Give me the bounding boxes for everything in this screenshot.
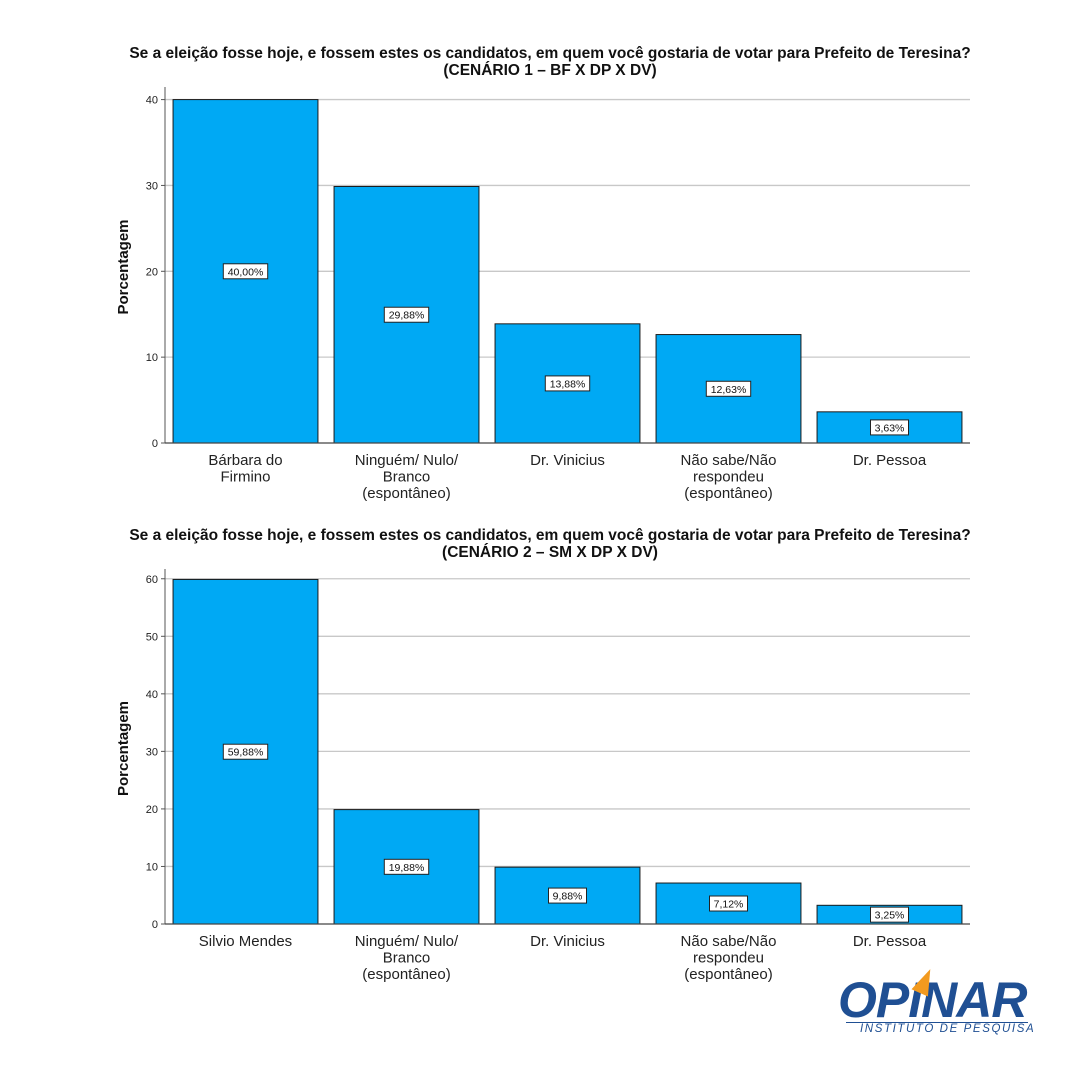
chart-1-data-label-box-1 (383, 306, 430, 323)
chart-2-data-label-3: 7,12% (714, 899, 744, 911)
chart-1-category-label-4: Dr. Pessoa (853, 452, 927, 469)
chart-1-data-label-2: 13,88% (550, 378, 586, 390)
chart-2-category-label-3-line-2: (espontâneo) (684, 966, 772, 983)
chart-2-y-tick-label-2: 20 (146, 804, 158, 816)
chart-1-data-label-box-0 (222, 263, 269, 280)
chart-2-y-tick-label-5: 50 (146, 631, 158, 643)
chart-2: 0 10 20 30 40 50 60 Porcentagem 59,88% Silvio Men… (115, 569, 970, 983)
chart-1-category-label-3-line-1: respondeu (693, 469, 764, 486)
chart-1-data-label-box-2 (544, 375, 591, 392)
opinar-logo: OPINAR INSTITUTO DE PESQUISA (838, 965, 1038, 1042)
chart-1: 0 10 20 30 40 Porcentagem 40,00% Bárbara do Firm… (115, 87, 970, 502)
chart-2-data-label-0: 59,88% (228, 747, 264, 759)
chart-1-category-label-1-line-1: Branco (383, 469, 431, 486)
chart-2-category-label-0-line-0: Silvio Mendes (199, 933, 292, 950)
chart-2-category-label-1-line-1: Branco (383, 950, 431, 967)
chart-1-category-label-0: Bárbara do Firmino (208, 452, 282, 486)
chart-1-y-tick-label-1: 10 (146, 352, 158, 364)
chart-1-category-label-2-line-0: Dr. Vinicius (530, 452, 605, 469)
chart-2-y-axis-label: Porcentagem (115, 701, 132, 796)
chart-2-title: Se a eleição fosse hoje, e fossem estes … (129, 527, 971, 561)
chart-1-category-label-0-line-0: Bárbara do (208, 452, 282, 469)
chart-1-category-label-3: Não sabe/Não respondeu (espontâneo) (681, 452, 777, 502)
chart-1-category-label-1-line-0: Ninguém/ Nulo/ (355, 452, 459, 469)
chart-2-data-label-box-1 (383, 858, 430, 875)
chart-1-y-tick-label-4: 40 (146, 95, 158, 107)
chart-2-y-tick-label-3: 30 (146, 746, 158, 758)
chart-2-data-label-box-3 (709, 895, 748, 912)
chart-2-y-tick-label-1: 10 (146, 861, 158, 873)
chart-1-data-label-box-4 (870, 419, 909, 436)
chart-2-category-label-4: Dr. Pessoa (853, 933, 927, 950)
chart-2-data-label-box-0 (222, 743, 269, 760)
chart-1-title: Se a eleição fosse hoje, e fossem estes … (129, 45, 971, 79)
chart-1-category-label-3-line-2: (espontâneo) (684, 485, 772, 502)
logo-wordmark: OPINAR (838, 972, 1027, 1028)
chart-2-data-label-box-4 (870, 906, 909, 923)
chart-1-category-label-1-line-2: (espontâneo) (362, 485, 450, 502)
chart-1-y-tick-label-3: 30 (146, 180, 158, 192)
chart-1-data-label-1: 29,88% (389, 310, 425, 322)
chart-1-y-tick-label-0: 0 (152, 438, 158, 450)
chart-1-category-label-0-line-1: Firmino (220, 469, 270, 486)
logo-subtitle: INSTITUTO DE PESQUISA (860, 1023, 1036, 1035)
chart-2-data-label-1: 19,88% (389, 862, 425, 874)
chart-1-y-axis-label: Porcentagem (115, 219, 132, 314)
chart-2-category-label-3-line-1: respondeu (693, 950, 764, 967)
chart-2-category-label-4-line-0: Dr. Pessoa (853, 933, 927, 950)
chart-2-data-label-box-2 (548, 887, 587, 904)
logo-divider (846, 1022, 1028, 1023)
chart-1-category-label-3-line-0: Não sabe/Não (681, 452, 777, 469)
chart-2-category-label-0: Silvio Mendes (199, 933, 292, 950)
chart-1-y-tick-label-2: 20 (146, 266, 158, 278)
chart-2-category-label-3: Não sabe/Não respondeu (espontâneo) (681, 933, 777, 983)
chart-1-category-label-4-line-0: Dr. Pessoa (853, 452, 927, 469)
chart-1-category-label-1: Ninguém/ Nulo/Branco (espontâneo) (355, 452, 459, 502)
chart-2-category-label-1-line-2: (espontâneo) (362, 966, 450, 983)
chart-2-category-label-1: Ninguém/ Nulo/Branco (espontâneo) (355, 933, 459, 983)
chart-2-data-label-4: 3,25% (875, 910, 905, 922)
chart-2-category-label-2-line-0: Dr. Vinicius (530, 933, 605, 950)
chart-2-data-label-2: 9,88% (553, 891, 583, 903)
chart-2-category-label-1-line-0: Ninguém/ Nulo/ (355, 933, 459, 950)
chart-1-data-label-box-3 (705, 380, 752, 397)
chart-2-category-label-3-line-0: Não sabe/Não (681, 933, 777, 950)
chart-2-y-tick-label-6: 60 (146, 574, 158, 586)
chart-2-y-tick-label-4: 40 (146, 689, 158, 701)
chart-1-category-label-2: Dr. Vinicius (530, 452, 605, 469)
chart-1-data-label-0: 40,00% (228, 266, 264, 278)
chart-2-category-label-2: Dr. Vinicius (530, 933, 605, 950)
chart-2-y-tick-label-0: 0 (152, 919, 158, 931)
chart-1-data-label-3: 12,63% (711, 384, 747, 396)
chart-1-data-label-4: 3,63% (875, 422, 905, 434)
